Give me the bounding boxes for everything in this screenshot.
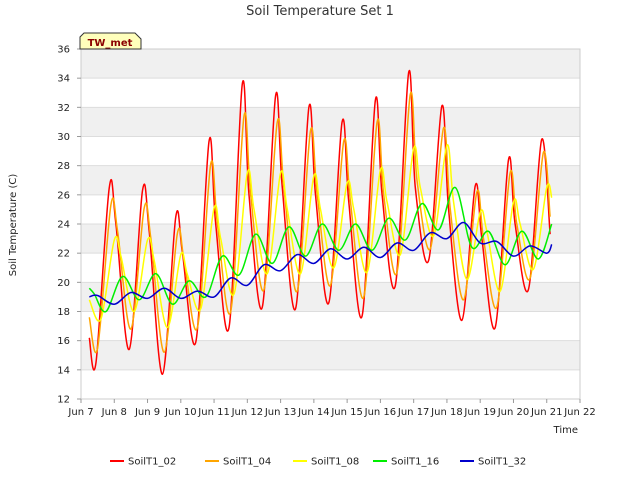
y-tick-label: 12 [57, 395, 70, 406]
x-tick-label: Jun 15 [330, 407, 363, 418]
x-tick-label: Jun 10 [164, 407, 197, 418]
x-tick-label: Jun 12 [231, 407, 264, 418]
x-tick-label: Jun 17 [397, 407, 430, 418]
legend-item-soilt1-32: SoilT1_32 [460, 457, 526, 468]
x-tick-label: Jun 14 [297, 407, 330, 418]
series-line-soilt1-32 [89, 221, 553, 305]
y-tick-label: 14 [57, 365, 70, 376]
site-label: TW_met [88, 38, 133, 49]
x-tick-label: Jun 19 [463, 407, 496, 418]
plot-band [81, 49, 580, 79]
x-tick-label: Jun 9 [134, 407, 160, 418]
y-tick-label: 26 [57, 190, 70, 201]
x-tick-label: Jun 22 [563, 407, 596, 418]
plot-band [81, 78, 580, 108]
legend-label: SoilT1_16 [391, 457, 439, 468]
y-tick-label: 28 [57, 161, 70, 172]
site-label-box: TW_met [79, 32, 142, 50]
plot-band [81, 107, 580, 137]
legend-label: SoilT1_02 [128, 457, 176, 468]
x-tick-label: Jun 8 [101, 407, 127, 418]
chart-title: Soil Temperature Set 1 [246, 4, 394, 19]
y-tick-label: 18 [57, 307, 70, 318]
plot-band [81, 253, 580, 283]
series-line-soilt1-08 [88, 144, 553, 329]
x-tick-label: Jun 21 [530, 407, 563, 418]
legend-item-soilt1-16: SoilT1_16 [373, 457, 439, 468]
legend-label: SoilT1_04 [223, 457, 271, 468]
y-axis-label: Soil Temperature (C) [8, 174, 19, 277]
y-tick-label: 24 [57, 220, 70, 231]
y-tick-label: 30 [57, 132, 70, 143]
x-tick-label: Jun 20 [497, 407, 530, 418]
plot-band [81, 340, 580, 370]
plot-band [81, 165, 580, 195]
x-axis-label: Time [553, 425, 578, 436]
x-tick-label: Jun 16 [364, 407, 397, 418]
series-line-soilt1-04 [88, 91, 551, 354]
y-tick-label: 20 [57, 278, 70, 289]
legend-item-soilt1-02: SoilT1_02 [110, 457, 176, 468]
legend-label: SoilT1_32 [478, 457, 526, 468]
legend-item-soilt1-08: SoilT1_08 [293, 457, 359, 468]
plot-band [81, 369, 580, 399]
plot-band [81, 136, 580, 166]
x-tick-label: Jun 11 [197, 407, 230, 418]
x-tick-label: Jun 18 [430, 407, 463, 418]
y-tick-label: 16 [57, 336, 70, 347]
legend: SoilT1_02 SoilT1_04 SoilT1_08 SoilT1_16 Soil… [110, 457, 526, 468]
y-tick-label: 22 [57, 249, 70, 260]
series-line-soilt1-16 [88, 186, 553, 313]
legend-item-soilt1-04: SoilT1_04 [205, 457, 271, 468]
series-lines [88, 69, 553, 375]
legend-label: SoilT1_08 [311, 457, 359, 468]
x-axis-ticks: Jun 7 Jun 8 Jun 9 Jun 10 Jun 11 Jun 12 Jun 13 J… [67, 399, 596, 418]
y-tick-label: 32 [57, 103, 70, 114]
x-tick-label: Jun 7 [67, 407, 93, 418]
y-tick-label: 34 [57, 74, 70, 85]
x-tick-label: Jun 13 [264, 407, 297, 418]
y-tick-label: 36 [57, 45, 70, 56]
plot-band [81, 194, 580, 224]
y-axis-ticks: 12 14 16 18 20 22 24 26 28 30 32 34 36 [57, 45, 81, 406]
